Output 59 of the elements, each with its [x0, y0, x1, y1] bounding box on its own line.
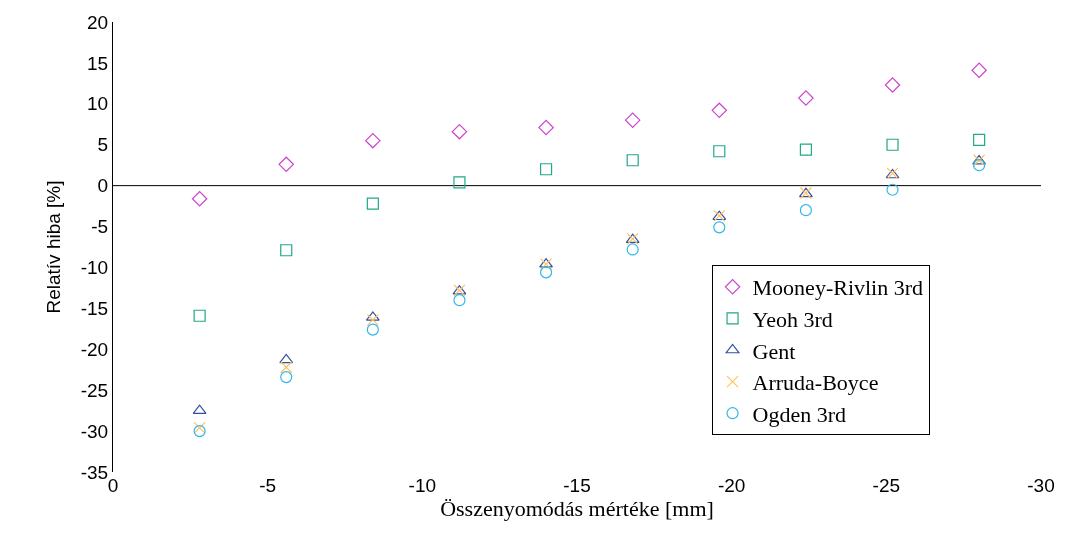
point — [798, 90, 814, 106]
legend-label: Arruda-Boyce — [752, 370, 879, 396]
legend-label: Ogden 3rd — [752, 401, 847, 427]
point — [626, 154, 639, 167]
point — [799, 204, 813, 217]
point — [713, 221, 726, 234]
legend-label: Mooney-Rivlin 3rd — [752, 275, 924, 301]
point — [713, 145, 726, 158]
point — [539, 163, 553, 176]
y-tick-label: -10 — [80, 257, 109, 279]
x-tick-label: -25 — [872, 475, 901, 496]
point — [280, 370, 293, 384]
y-tick-label: 10 — [87, 93, 109, 115]
y-tick-label: 0 — [97, 175, 109, 197]
point — [799, 143, 813, 156]
point — [193, 309, 206, 322]
point — [973, 159, 986, 172]
point — [626, 243, 639, 256]
y-tick-label: 15 — [87, 52, 109, 74]
y-tick-label: 20 — [87, 11, 109, 33]
x-tick-label: -10 — [408, 475, 437, 496]
point — [453, 176, 466, 189]
x-tick-label: -15 — [563, 475, 591, 496]
point — [884, 77, 901, 93]
point — [366, 197, 379, 210]
point — [366, 323, 379, 336]
point — [279, 353, 294, 364]
point — [973, 133, 986, 146]
point — [886, 183, 899, 196]
point — [280, 244, 293, 257]
point — [624, 112, 641, 128]
y-tick-label: -15 — [80, 298, 109, 320]
y-tick-label: -30 — [80, 420, 109, 442]
x-tick-label: -20 — [717, 475, 746, 496]
point — [971, 62, 987, 79]
point — [451, 123, 468, 140]
y-axis-title: Relatív hiba [%] — [42, 180, 64, 314]
y-tick-label: -25 — [80, 379, 109, 401]
point — [193, 424, 206, 438]
y-tick-label: 5 — [97, 134, 109, 156]
y-tick-label: -5 — [91, 216, 109, 238]
point — [886, 138, 899, 151]
point — [193, 421, 206, 434]
point — [366, 313, 379, 326]
legend-label: Gent — [752, 338, 796, 364]
x-axis-title: Összenyomódás mértéke [mm] — [440, 496, 714, 521]
x-tick-label: -5 — [259, 475, 277, 496]
point — [538, 119, 554, 136]
point — [711, 102, 728, 119]
point — [539, 266, 553, 279]
point — [453, 294, 466, 307]
y-tick-label: -20 — [80, 338, 109, 360]
x-tick-label: -30 — [1027, 475, 1055, 496]
point — [365, 132, 381, 149]
legend-label: Yeoh 3rd — [752, 306, 833, 332]
y-tick-label: -35 — [80, 461, 109, 483]
point — [280, 361, 293, 374]
point — [278, 156, 294, 173]
point — [191, 190, 208, 207]
